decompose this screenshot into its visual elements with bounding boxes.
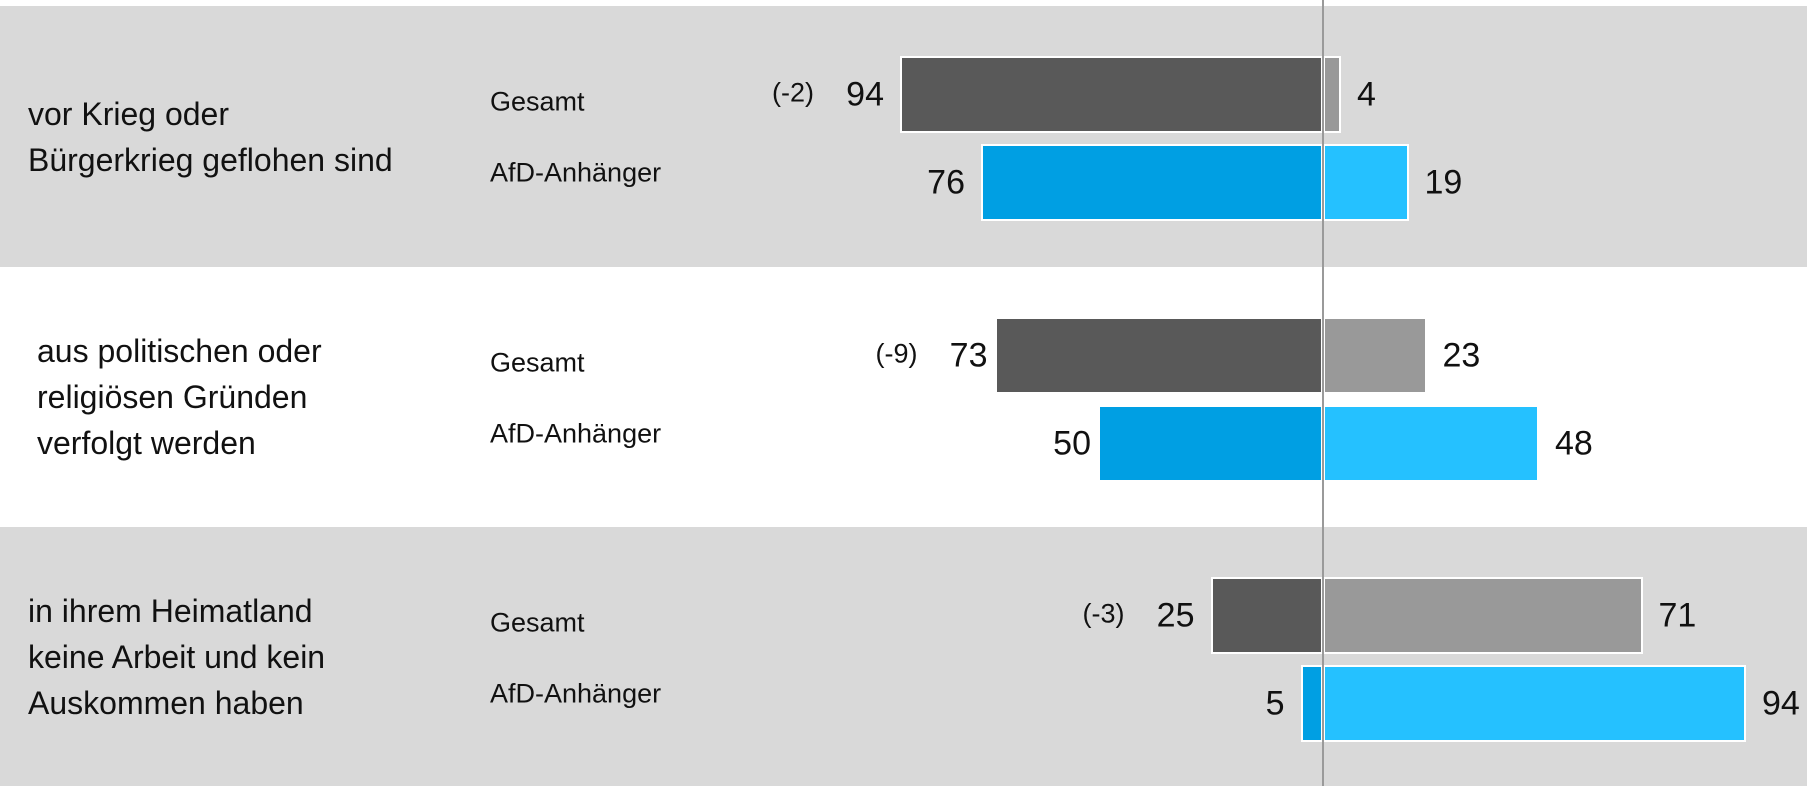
value-label: 23 [1442,336,1481,374]
group-row: in ihrem Heimatland keine Arbeit und kei… [0,527,1807,786]
value-label: 5 [1265,684,1285,722]
change-label: (-2) [772,77,814,107]
value-label: 94 [1762,684,1800,722]
bar [1210,577,1323,654]
row-label: Gesamt [490,86,585,117]
bar [1323,665,1746,742]
value-label: 73 [949,336,988,374]
value-label: 19 [1424,163,1463,201]
group-row: aus politischen oder religiösen Gründen … [9,267,1807,527]
group-label: aus politischen oder religiösen Gründen … [37,333,322,461]
change-label: (-3) [1082,598,1125,628]
row-label: AfD-Anhänger [490,678,662,709]
bar [994,317,1323,394]
bar [1323,577,1643,654]
bar [981,144,1323,221]
value-label: 94 [846,75,884,113]
bar [900,56,1323,133]
bar [1098,405,1323,482]
group-label: vor Krieg oder Bürgerkrieg geflohen sind [28,95,393,178]
value-label: 25 [1156,596,1195,634]
bar [1323,405,1539,482]
value-label: 50 [1053,424,1091,462]
row-label: Gesamt [490,607,585,638]
value-label: 71 [1658,596,1697,634]
bar [1323,317,1427,394]
zero-line [1322,0,1324,786]
row-label: Gesamt [490,347,585,378]
value-label: 4 [1357,75,1376,113]
row-label: AfD-Anhänger [490,418,662,449]
group-row: vor Krieg oder Bürgerkrieg geflohen sind… [0,6,1807,267]
change-label: (-9) [875,338,918,368]
value-label: 48 [1555,424,1593,462]
bar [1300,665,1323,742]
group-label: in ihrem Heimatland keine Arbeit und kei… [28,592,326,721]
row-label: AfD-Anhänger [490,157,662,188]
value-label: 76 [927,163,965,201]
bar [1323,144,1409,221]
bar [1323,56,1341,133]
